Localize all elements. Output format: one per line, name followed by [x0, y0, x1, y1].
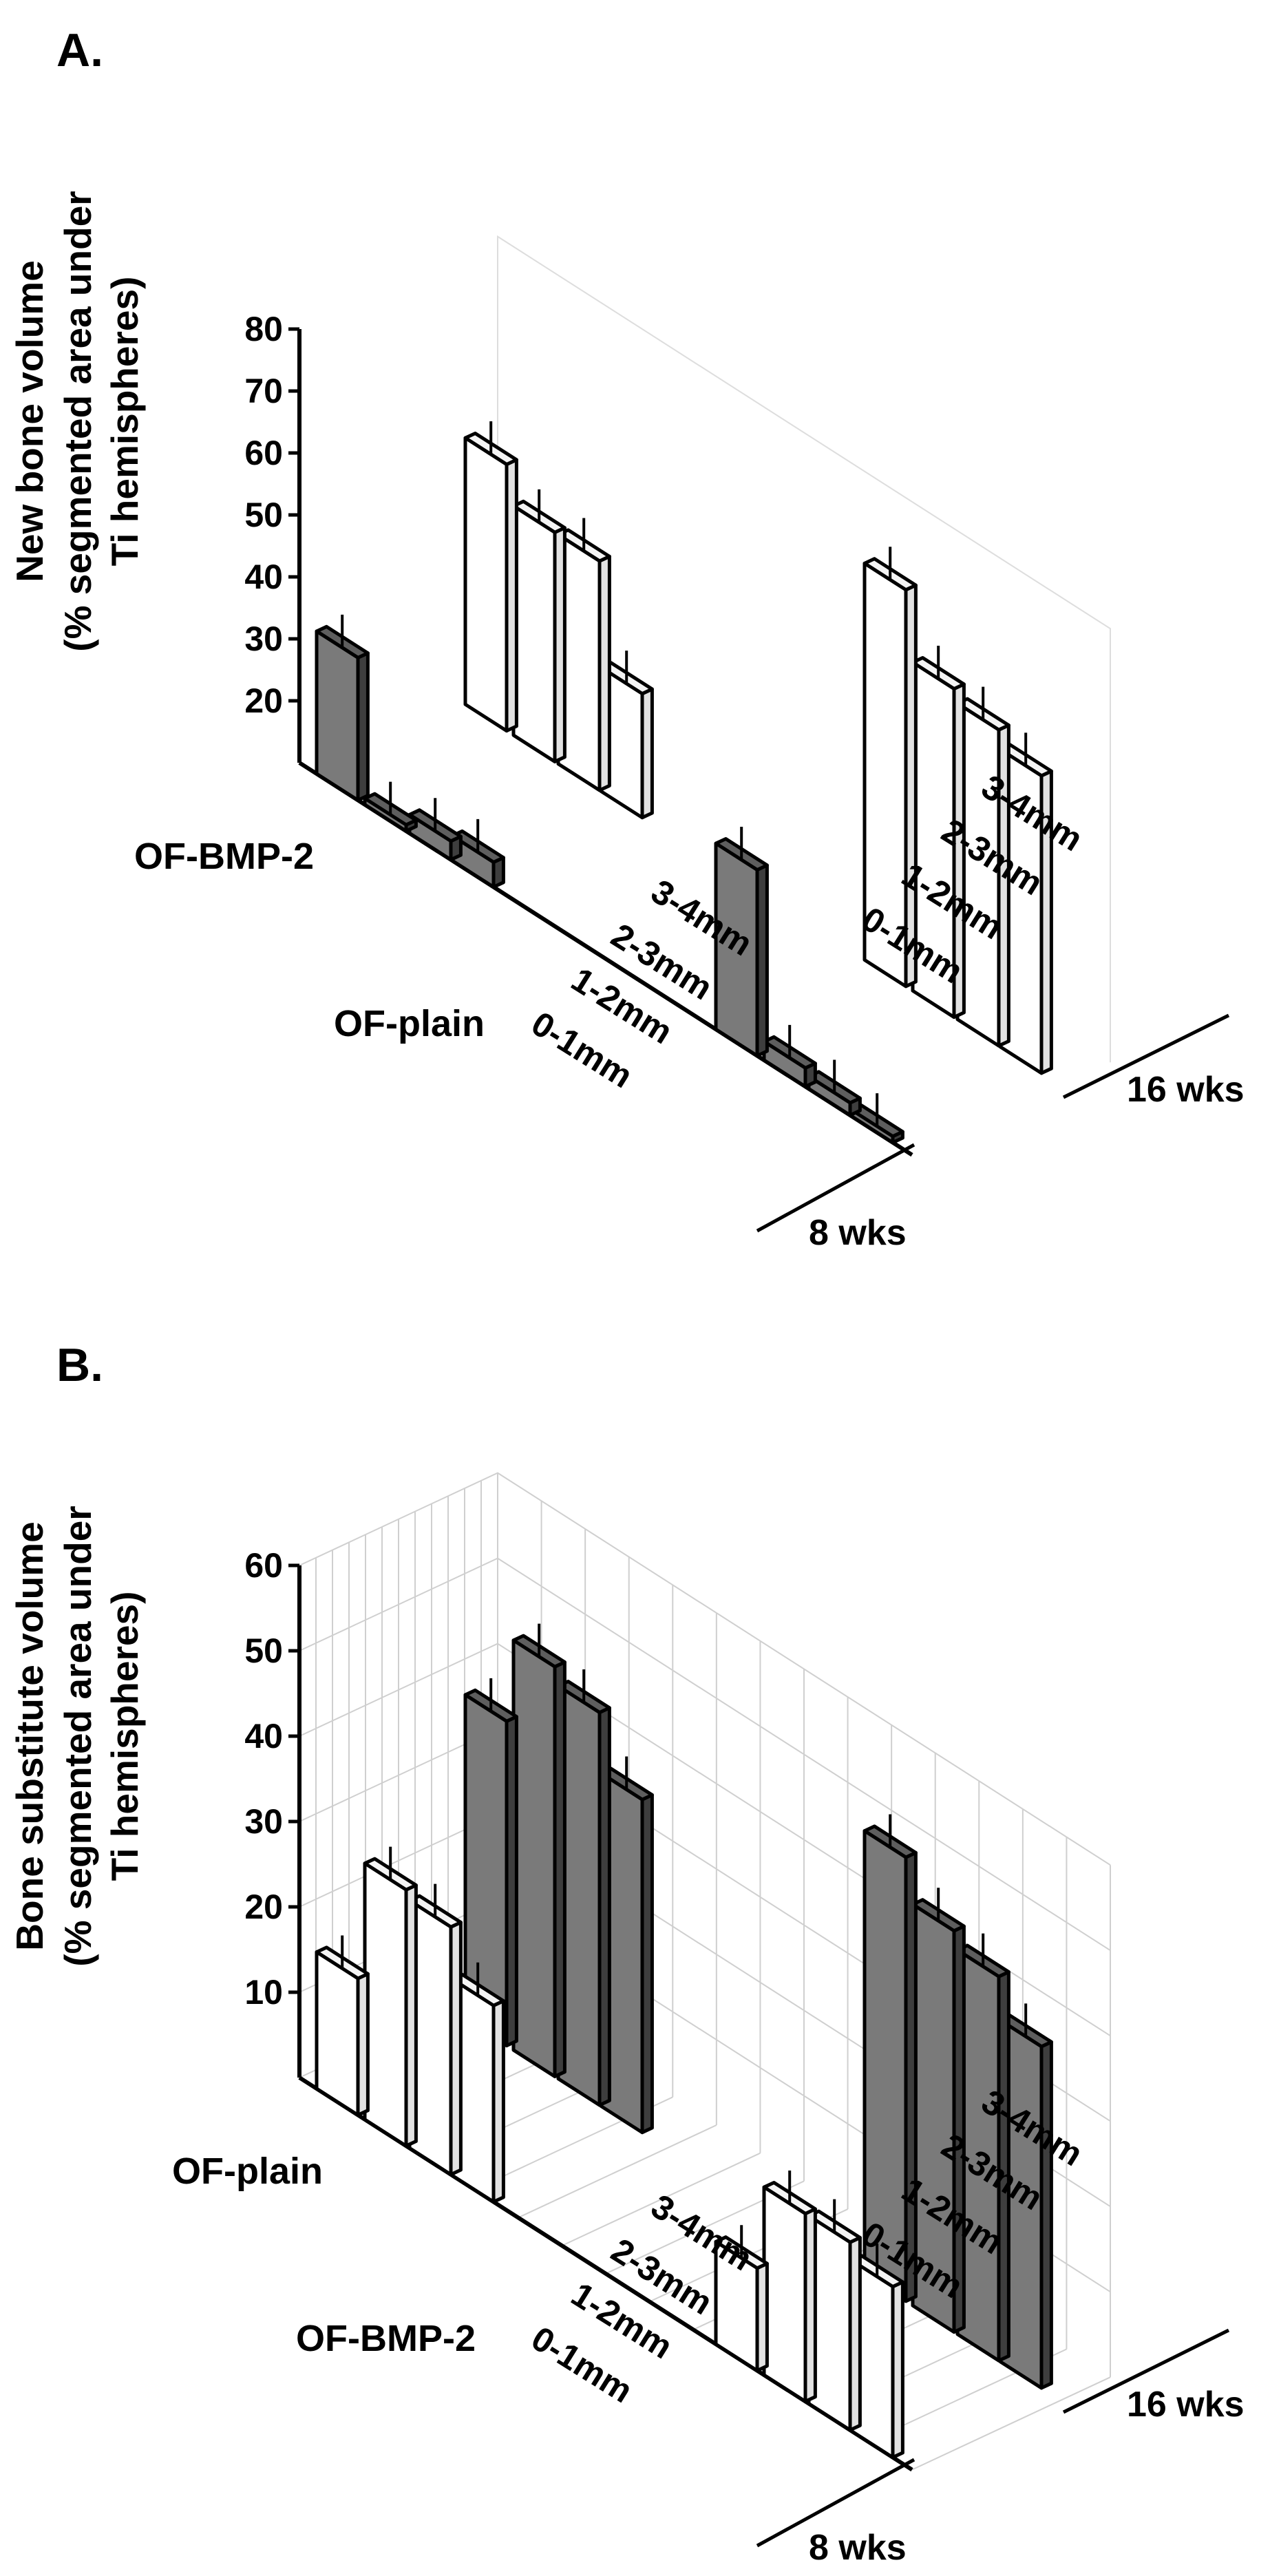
- panel-a-bar: [849, 1093, 904, 1145]
- panel-b-gridline: [299, 1557, 1111, 1952]
- panel-b-y-tick-label: 50: [244, 1632, 283, 1670]
- panel-b-group-label: 8 wks: [809, 2528, 907, 2568]
- panel-a-bar-front: [511, 504, 557, 763]
- panel-b-gridline: [911, 2376, 1111, 2471]
- panel-a-y-tick-label: 30: [244, 620, 283, 658]
- panel-a-group-underline: [1062, 1013, 1230, 1099]
- panel-b-bar-front: [315, 1950, 360, 2117]
- panel-b-gridline: [299, 1472, 1111, 1866]
- panel-b-bar: [911, 1888, 966, 2334]
- panel-b-gridline: [562, 2152, 761, 2247]
- panel-b-gridline: [518, 2124, 717, 2219]
- panel-a-bar-front: [315, 629, 360, 802]
- panel-b-bar: [714, 2225, 769, 2373]
- panel-b-bar: [862, 1814, 918, 2303]
- panel-b-series-label: OF-BMP-2: [296, 2318, 476, 2359]
- panel-a-bar: [714, 827, 769, 1058]
- panel-b-group-underline: [1062, 2328, 1230, 2414]
- panel-a-group-label: 16 wks: [1127, 1070, 1245, 1110]
- panel-a-bar-front: [714, 841, 759, 1058]
- panel-a-y-tick-label: 40: [244, 558, 283, 596]
- panel-a-bar-front: [463, 436, 509, 733]
- panel-b-y-label-line: Bone substitute volume: [8, 1521, 51, 1950]
- panel-a-bar: [998, 732, 1053, 1075]
- panel-b-y-tick-label: 40: [244, 1717, 283, 1755]
- panel-a-y-label-line: Ti hemispheres): [103, 277, 146, 567]
- panel-a-bar: [463, 421, 518, 733]
- panel-b-bar-front: [762, 2185, 807, 2403]
- panel-a-bar-front: [862, 561, 908, 989]
- panel-b-y-tick-label: 30: [244, 1802, 283, 1841]
- panel-a-bar: [911, 646, 966, 1020]
- panel-a-bar-front: [363, 796, 408, 833]
- panel-a-y-label-line: (% segmented area under: [56, 191, 99, 651]
- panel-a-bar: [556, 518, 611, 792]
- panel-a-bar: [407, 798, 463, 862]
- panel-b-y-tick-label: 10: [244, 1973, 283, 2012]
- panel-a-y-tick-label: 80: [244, 310, 283, 348]
- panel-b-y-label-line: (% segmented area under: [56, 1506, 99, 1966]
- panel-a: 20 30 40 50 60 70 80 A. New bone volume (% segmen…: [8, 24, 1245, 1253]
- panel-a-y-tick-label: 20: [244, 682, 283, 720]
- panel-b-bar: [998, 2003, 1053, 2390]
- panel-b-bar: [363, 1846, 418, 2148]
- panel-a-labels: 20 30 40 50 60 70 80 A. New bone volume (% segmen…: [8, 24, 1245, 1253]
- panel-b-bars: [315, 1623, 1053, 2460]
- panel-b: 10 20 30 40 50 60 B. Bone substitute volume (% s…: [8, 1339, 1245, 2568]
- panel-a-group-label: 8 wks: [809, 1213, 907, 1253]
- panel-a-bar: [862, 547, 918, 989]
- panel-a-y-label-line: New bone volume: [8, 260, 51, 582]
- panel-b-y-label-line: Ti hemispheres): [103, 1592, 146, 1881]
- panel-a-series-label: OF-plain: [334, 1003, 485, 1044]
- panel-b-group-label: 16 wks: [1127, 2385, 1245, 2425]
- panel-b-bar: [599, 1756, 654, 2135]
- panel-b-bar-front: [511, 1638, 557, 2078]
- panel-b-letter: B.: [56, 1339, 103, 1391]
- panel-a-series-label: OF-BMP-2: [134, 836, 314, 877]
- panel-b-bar: [762, 2171, 817, 2403]
- panel-b-bar-front: [363, 1861, 408, 2148]
- panel-a-letter: A.: [56, 24, 103, 76]
- panel-a-y-tick-label: 60: [244, 434, 283, 472]
- panel-b-bar: [407, 1883, 463, 2177]
- panel-b-group-underline: [756, 2458, 915, 2548]
- panel-b-bar: [511, 1623, 567, 2078]
- panel-a-group-underline: [756, 1143, 915, 1233]
- panel-b-y-tick-label: 60: [244, 1546, 283, 1585]
- panel-b-bar: [849, 2244, 904, 2460]
- panel-b-bar-front: [714, 2239, 759, 2373]
- panel-b-y-tick-label: 20: [244, 1888, 283, 1926]
- panel-a-y-tick-label: 70: [244, 372, 283, 410]
- panel-b-bar: [807, 2199, 862, 2432]
- panel-a-bar: [511, 489, 567, 763]
- panel-a-bar: [363, 781, 418, 833]
- panel-a-bars: [315, 421, 1053, 1145]
- panel-a-y-tick-label: 50: [244, 496, 283, 534]
- panel-b-series-label: OF-plain: [172, 2151, 323, 2192]
- panel-a-bar: [450, 819, 505, 889]
- panel-a-bar: [315, 614, 370, 802]
- panel-a-bar: [762, 1024, 817, 1088]
- panel-b-bar: [463, 1678, 518, 2048]
- panel-b-bar: [315, 1935, 370, 2117]
